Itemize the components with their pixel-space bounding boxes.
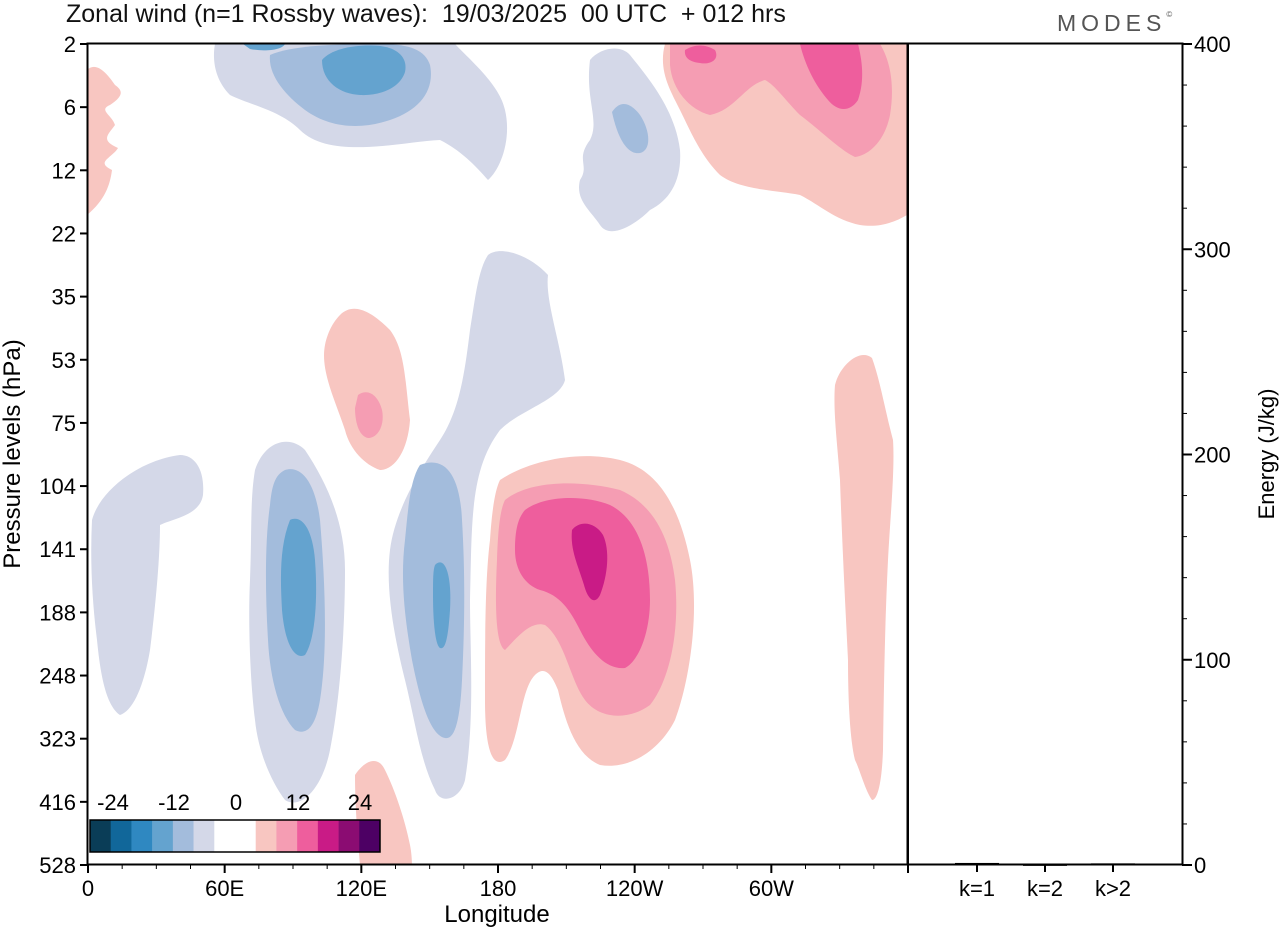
- y-tick-label-188: 188: [39, 600, 76, 625]
- colorbar-label-2: 0: [230, 790, 242, 815]
- y-tick-label-323: 323: [39, 727, 76, 752]
- colorbar-swatch-13: [359, 820, 381, 852]
- contour-neg-upper-6: [612, 104, 649, 154]
- contour-pos-mid-2: [355, 392, 383, 438]
- energy-tick-label-0: 0: [1194, 853, 1206, 878]
- x-tick-label-1: 60E: [205, 876, 244, 901]
- y-tick-label-141: 141: [39, 537, 76, 562]
- contour-neg-upper-4: [243, 44, 285, 51]
- y-tick-label-53: 53: [52, 348, 76, 373]
- colorbar-frame: [89, 819, 381, 853]
- contour-neg-mid-3: [433, 562, 451, 649]
- energy-tick-label-200: 200: [1194, 443, 1231, 468]
- contour-pos-upper-3: [684, 45, 717, 64]
- x-tick-label-2: 120E: [336, 876, 387, 901]
- y-tick-label-12: 12: [52, 158, 76, 183]
- contour-pos-mid-5: [515, 498, 650, 669]
- contour-neg-upper-3: [322, 45, 406, 96]
- energy-plot-frame: [906, 42, 1184, 866]
- colorbar-swatch-3: [152, 820, 174, 852]
- energy-bar-label-3: k>2: [1095, 876, 1131, 901]
- colorbar-swatch-6: [214, 820, 236, 852]
- y-tick-label-22: 22: [52, 221, 76, 246]
- energy-bar-label-1: k=1: [959, 876, 995, 901]
- contour-neg-mid-6: [280, 518, 317, 656]
- copyright-mark: ©: [1166, 10, 1173, 19]
- x-tick-label-0: 0: [82, 876, 94, 901]
- contour-pos-mid-1: [324, 308, 410, 470]
- x-tick-label-5: 60W: [749, 876, 794, 901]
- colorbar-swatch-1: [110, 820, 132, 852]
- energy-bar-3: [1091, 863, 1135, 865]
- contour-neg-left: [91, 455, 204, 715]
- colorbar-swatch-4: [172, 820, 194, 852]
- energy-bar-1: [955, 862, 999, 865]
- energy-ticks: 0 100 200 300 400: [1182, 32, 1231, 878]
- modes-logo: MODES©: [1057, 10, 1172, 37]
- contour-pos-upper-4: [800, 44, 863, 109]
- colorbar-swatch-11: [317, 820, 339, 852]
- energy-tick-label-100: 100: [1194, 648, 1231, 673]
- x-axis-label: Longitude: [444, 901, 549, 928]
- wind-contours: [87, 44, 907, 865]
- colorbar-swatch-10: [297, 820, 319, 852]
- colorbar-swatch-12: [338, 820, 360, 852]
- y-tick-label-248: 248: [39, 664, 76, 689]
- y-tick-label-104: 104: [39, 474, 76, 499]
- y-tick-label-35: 35: [52, 285, 76, 310]
- colorbar-label-3: 12: [286, 790, 310, 815]
- chart-title: Zonal wind (n=1 Rossby waves): 19/03/202…: [66, 0, 786, 28]
- colorbar-swatch-0: [90, 820, 112, 852]
- colorbar-label-1: -12: [158, 790, 190, 815]
- x-tick-label-3: 180: [480, 876, 517, 901]
- contour-pos-mid-6: [571, 523, 608, 601]
- colorbar-swatch-2: [131, 820, 153, 852]
- y-axis-label: Pressure levels (hPa): [0, 339, 26, 568]
- y-tick-label-75: 75: [52, 411, 76, 436]
- energy-axis-label: Energy (J/kg): [1254, 389, 1279, 520]
- colorbar-label-0: -24: [97, 790, 129, 815]
- energy-tick-label-300: 300: [1194, 237, 1231, 262]
- y-tick-label-2: 2: [64, 32, 76, 57]
- colorbar: -24 -12 0 12 24: [89, 790, 381, 853]
- contour-pos-left-edge: [87, 66, 121, 215]
- colorbar-label-4: 24: [348, 790, 372, 815]
- colorbar-swatch-8: [255, 820, 277, 852]
- x-tick-label-4: 120W: [606, 876, 664, 901]
- y-tick-label-528: 528: [39, 853, 76, 878]
- colorbar-swatch-7: [235, 820, 257, 852]
- y-tick-label-416: 416: [39, 790, 76, 815]
- colorbar-swatch-9: [276, 820, 298, 852]
- energy-bars: k=1 k=2 k>2: [955, 862, 1135, 901]
- y-tick-label-6: 6: [64, 95, 76, 120]
- colorbar-swatch-5: [193, 820, 215, 852]
- energy-tick-label-400: 400: [1194, 32, 1231, 57]
- brand-text: MODES: [1057, 10, 1167, 36]
- contour-pos-right: [834, 355, 894, 800]
- energy-bar-label-2: k=2: [1027, 876, 1063, 901]
